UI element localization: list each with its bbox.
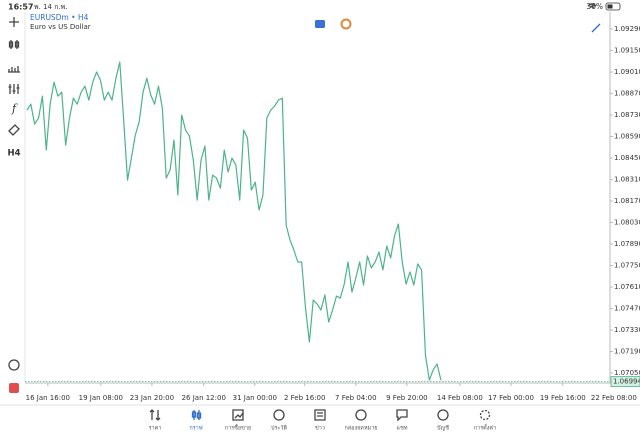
battery-text: 36% bbox=[586, 2, 603, 11]
mailbox-icon bbox=[355, 409, 367, 421]
tab-label[interactable]: กล่องจดหมาย bbox=[344, 426, 377, 432]
timeframe-button[interactable]: H4 bbox=[7, 149, 20, 159]
objects-button[interactable] bbox=[8, 124, 20, 136]
chart-subtitle: Euro vs US Dollar bbox=[30, 23, 91, 31]
x-tick-label: 26 Jan 12:00 bbox=[182, 394, 226, 402]
tab-label[interactable]: แชท bbox=[397, 425, 408, 432]
x-tick-label: 22 Feb 08:00 bbox=[591, 394, 637, 402]
y-tick-label: 1.07050 bbox=[614, 369, 640, 377]
draw-line-button[interactable] bbox=[591, 23, 601, 33]
x-tick-label: 14 Feb 08:00 bbox=[437, 394, 483, 402]
y-tick-label: 1.09010 bbox=[614, 68, 640, 76]
chart-layer: 1.09290 1.09150 1.09010 1.08870 1.08730 1.085… bbox=[25, 25, 640, 402]
status-time: 16:57 bbox=[8, 3, 33, 12]
tab-label[interactable]: การซื้อขาย bbox=[225, 424, 251, 432]
chart-type-button[interactable] bbox=[8, 40, 20, 49]
battery-level bbox=[607, 4, 613, 9]
tab-label[interactable]: บัญชี bbox=[437, 425, 449, 432]
status-date: พ. 14 ก.พ. bbox=[34, 3, 68, 11]
x-tick-label: 31 Jan 00:00 bbox=[233, 394, 277, 402]
history-icon bbox=[273, 409, 285, 421]
y-tick-label: 1.07610 bbox=[614, 283, 640, 291]
buy-sell-toggle[interactable] bbox=[315, 20, 325, 28]
chart-tab-icon bbox=[191, 410, 202, 420]
settings-button[interactable] bbox=[8, 84, 20, 94]
trade-icon bbox=[232, 409, 244, 421]
x-tick-label: 17 Feb 00:00 bbox=[488, 394, 534, 402]
last-price-label: 1.06994 bbox=[613, 378, 640, 386]
quotes-icon bbox=[149, 409, 161, 421]
y-tick-label: 1.08870 bbox=[614, 90, 640, 98]
y-tick-label: 1.09150 bbox=[614, 47, 640, 55]
battery-icon bbox=[605, 2, 621, 11]
y-tick-label: 1.07750 bbox=[614, 262, 640, 270]
x-tick-label: 2 Feb 16:00 bbox=[284, 394, 325, 402]
y-tick-label: 1.08030 bbox=[614, 219, 640, 227]
x-tick-label: 19 Feb 16:00 bbox=[540, 394, 586, 402]
tab-label[interactable]: ประวัติ bbox=[271, 425, 287, 432]
tab-label[interactable]: กราฟ bbox=[189, 425, 202, 432]
tab-label[interactable]: ข่าว bbox=[315, 426, 325, 432]
y-tick-label: 1.09290 bbox=[614, 25, 640, 33]
one-click-button[interactable] bbox=[9, 383, 19, 393]
y-tick-label: 1.08590 bbox=[614, 133, 640, 141]
function-button[interactable]: f bbox=[11, 102, 18, 115]
tab-label[interactable]: การตั้งค่า bbox=[474, 424, 496, 432]
left-toolbar: f H4 bbox=[7, 17, 21, 393]
y-tick-label: 1.08450 bbox=[614, 154, 640, 162]
y-tick-label: 1.07330 bbox=[614, 326, 640, 334]
y-tick-label: 1.07890 bbox=[614, 240, 640, 248]
y-tick-label: 1.08170 bbox=[614, 197, 640, 205]
y-tick-label: 1.07190 bbox=[614, 348, 640, 356]
settings-icon bbox=[479, 409, 491, 421]
y-tick-label: 1.08310 bbox=[614, 176, 640, 184]
chat-icon bbox=[396, 409, 408, 422]
x-tick-label: 19 Jan 08:00 bbox=[79, 394, 123, 402]
y-tick-label: 1.08730 bbox=[614, 111, 640, 119]
account-icon bbox=[437, 409, 449, 421]
trade-button[interactable] bbox=[8, 359, 20, 371]
signal-toggle[interactable] bbox=[340, 18, 352, 30]
wifi-icon bbox=[587, 3, 597, 8]
last-price-box bbox=[610, 376, 640, 388]
news-icon bbox=[314, 409, 326, 421]
x-tick-label: 9 Feb 20:00 bbox=[386, 394, 427, 402]
indicator-button[interactable] bbox=[8, 66, 20, 73]
tab-label[interactable]: ราคา bbox=[149, 426, 162, 432]
crosshair-button[interactable] bbox=[9, 17, 19, 27]
x-tick-label: 16 Jan 16:00 bbox=[26, 394, 70, 402]
chart-title: EURUSDm • H4 bbox=[30, 13, 89, 22]
x-tick-label: 23 Jan 20:00 bbox=[130, 394, 174, 402]
x-tick-label: 7 Feb 04:00 bbox=[335, 394, 376, 402]
y-tick-label: 1.07470 bbox=[614, 305, 640, 313]
tab-icons bbox=[149, 409, 491, 422]
price-line bbox=[26, 61, 442, 381]
